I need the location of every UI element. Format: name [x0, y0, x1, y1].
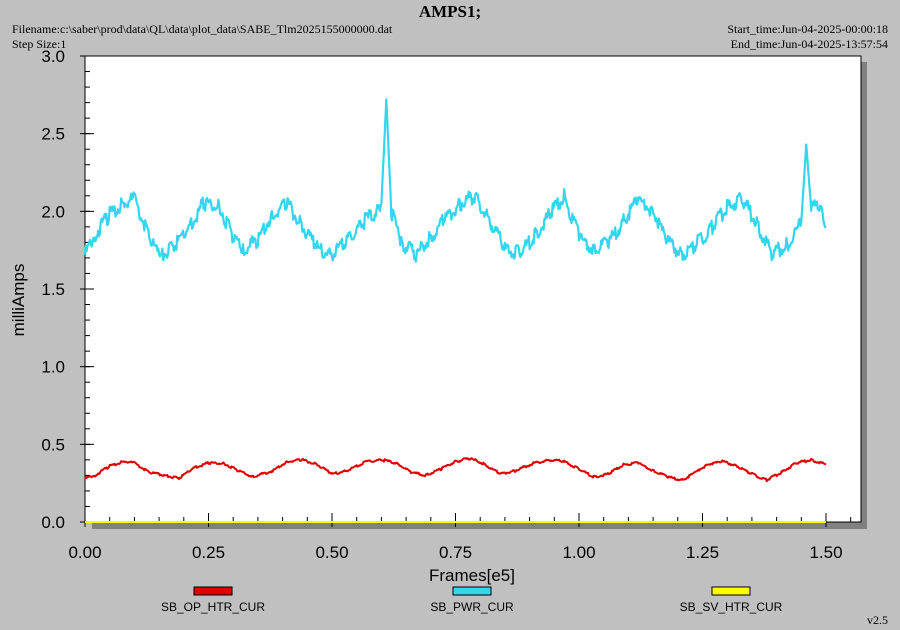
legend: SB_OP_HTR_CUR SB_PWR_CUR SB_SV_HTR_CUR [161, 586, 783, 614]
y-tick-label: 0.0 [41, 513, 65, 532]
legend-label: SB_SV_HTR_CUR [680, 600, 783, 614]
y-tick-label: 3.0 [41, 47, 65, 66]
series-line-sb-op-htr-cur [84, 457, 827, 483]
legend-swatch [452, 586, 492, 596]
series-line-sb-pwr-cur [83, 98, 827, 263]
legend-swatch [193, 586, 233, 596]
version-label: v2.5 [867, 613, 888, 627]
x-tick-label: 1.00 [562, 543, 595, 562]
start-time-label: Start_time:Jun-04-2025-00:00:18 [727, 22, 888, 36]
y-tick-label: 1.0 [41, 358, 65, 377]
y-tick-label: 0.5 [41, 435, 65, 454]
x-tick-label: 0.50 [315, 543, 348, 562]
legend-label: SB_PWR_CUR [430, 600, 514, 614]
step-size-label: Step Size:1 [12, 37, 67, 51]
y-tick-label: 2.0 [41, 202, 65, 221]
legend-label: SB_OP_HTR_CUR [161, 600, 265, 614]
end-time-label: End_time:Jun-04-2025-13:57:54 [730, 37, 888, 51]
x-tick-label: 1.25 [686, 543, 719, 562]
x-tick-label: 0.75 [439, 543, 472, 562]
chart-title: AMPS1; [418, 2, 482, 21]
series-layer [83, 98, 827, 523]
filename-label: Filename:c:\saber\prod\data\QL\data\plot… [12, 22, 393, 36]
axes: 0.0 0.5 1.0 1.5 2.0 2.5 3.0 0.00 0.25 0.50 0.75 1.0… [41, 47, 842, 562]
x-tick-label: 0.00 [68, 543, 101, 562]
y-axis-label: milliAmps [9, 264, 28, 337]
y-tick-label: 2.5 [41, 125, 65, 144]
x-tick-label: 1.50 [809, 543, 842, 562]
plot-area [84, 55, 862, 523]
x-tick-label: 0.25 [192, 543, 225, 562]
legend-swatch [711, 586, 751, 596]
y-tick-label: 1.5 [41, 280, 65, 299]
x-axis-label: Frames[e5] [429, 566, 515, 585]
